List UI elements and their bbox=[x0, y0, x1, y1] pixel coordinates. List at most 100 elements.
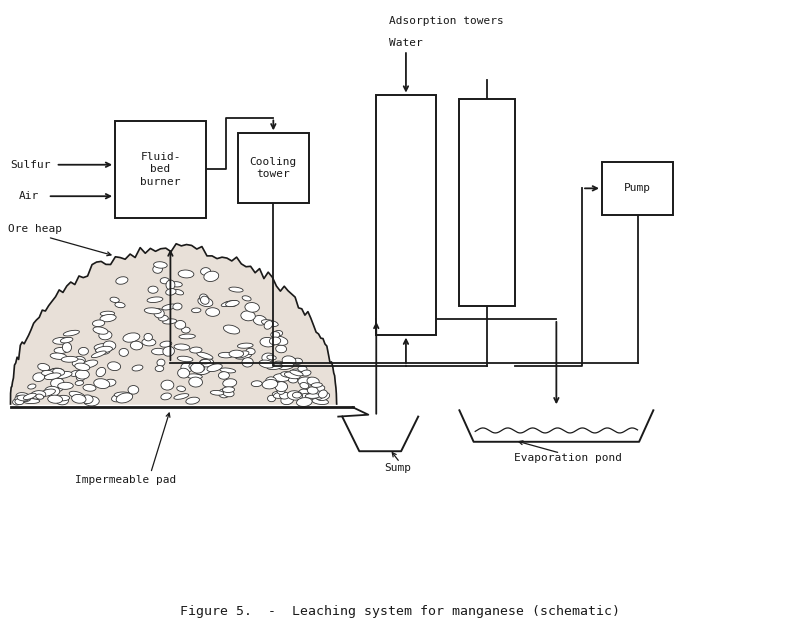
Bar bbox=[459, 99, 514, 306]
Ellipse shape bbox=[218, 352, 234, 358]
Ellipse shape bbox=[83, 396, 99, 406]
Ellipse shape bbox=[72, 359, 85, 367]
Ellipse shape bbox=[93, 327, 108, 334]
Ellipse shape bbox=[45, 387, 60, 396]
Ellipse shape bbox=[155, 366, 164, 371]
Ellipse shape bbox=[100, 311, 114, 316]
Ellipse shape bbox=[162, 304, 177, 310]
Ellipse shape bbox=[274, 330, 282, 336]
Ellipse shape bbox=[242, 358, 254, 367]
Ellipse shape bbox=[287, 390, 302, 400]
Ellipse shape bbox=[275, 382, 287, 392]
Text: Recycle: Recycle bbox=[384, 304, 431, 314]
Ellipse shape bbox=[119, 348, 129, 357]
Ellipse shape bbox=[104, 379, 116, 387]
Ellipse shape bbox=[15, 396, 24, 402]
Ellipse shape bbox=[278, 362, 294, 369]
Ellipse shape bbox=[272, 336, 288, 345]
Ellipse shape bbox=[154, 262, 167, 268]
Text: Sump: Sump bbox=[384, 463, 411, 473]
Ellipse shape bbox=[204, 271, 218, 281]
Ellipse shape bbox=[33, 373, 45, 382]
Ellipse shape bbox=[62, 343, 71, 352]
Ellipse shape bbox=[210, 390, 224, 395]
Ellipse shape bbox=[218, 389, 230, 398]
Ellipse shape bbox=[299, 393, 312, 399]
Ellipse shape bbox=[206, 308, 220, 316]
Ellipse shape bbox=[276, 345, 286, 353]
Ellipse shape bbox=[63, 330, 79, 336]
Ellipse shape bbox=[282, 356, 296, 366]
Ellipse shape bbox=[15, 399, 24, 404]
Ellipse shape bbox=[114, 392, 130, 397]
Ellipse shape bbox=[223, 390, 234, 397]
Ellipse shape bbox=[270, 332, 280, 338]
Ellipse shape bbox=[178, 356, 193, 362]
Ellipse shape bbox=[315, 385, 325, 392]
Ellipse shape bbox=[245, 302, 259, 312]
Ellipse shape bbox=[246, 348, 255, 355]
Text: Air: Air bbox=[18, 191, 38, 201]
Ellipse shape bbox=[163, 346, 174, 356]
Ellipse shape bbox=[82, 360, 98, 367]
Polygon shape bbox=[10, 244, 337, 404]
Ellipse shape bbox=[182, 327, 190, 333]
Ellipse shape bbox=[38, 364, 50, 371]
Ellipse shape bbox=[74, 363, 90, 371]
Ellipse shape bbox=[69, 391, 85, 399]
Ellipse shape bbox=[274, 392, 287, 398]
Ellipse shape bbox=[50, 387, 63, 392]
Ellipse shape bbox=[58, 382, 74, 389]
Ellipse shape bbox=[70, 370, 82, 376]
Ellipse shape bbox=[229, 287, 243, 292]
Ellipse shape bbox=[229, 350, 244, 357]
Ellipse shape bbox=[241, 311, 255, 321]
Ellipse shape bbox=[83, 385, 96, 391]
Ellipse shape bbox=[242, 296, 251, 301]
Ellipse shape bbox=[187, 374, 202, 379]
Ellipse shape bbox=[318, 394, 327, 401]
Ellipse shape bbox=[50, 353, 66, 359]
Ellipse shape bbox=[199, 359, 214, 367]
Ellipse shape bbox=[178, 368, 190, 378]
Ellipse shape bbox=[36, 394, 44, 399]
Ellipse shape bbox=[316, 392, 330, 401]
Ellipse shape bbox=[226, 300, 239, 307]
Ellipse shape bbox=[174, 290, 183, 295]
Text: Cooling
tower: Cooling tower bbox=[250, 157, 297, 179]
Ellipse shape bbox=[307, 387, 318, 394]
Ellipse shape bbox=[251, 381, 262, 387]
Ellipse shape bbox=[273, 361, 283, 367]
Ellipse shape bbox=[190, 363, 204, 373]
Ellipse shape bbox=[166, 288, 176, 295]
Ellipse shape bbox=[262, 353, 274, 362]
Ellipse shape bbox=[222, 300, 238, 307]
Ellipse shape bbox=[115, 302, 125, 308]
Ellipse shape bbox=[178, 270, 194, 278]
Ellipse shape bbox=[260, 338, 275, 347]
Bar bbox=[376, 96, 436, 335]
Ellipse shape bbox=[201, 296, 209, 304]
Bar bbox=[602, 161, 673, 215]
Ellipse shape bbox=[28, 384, 36, 389]
Ellipse shape bbox=[181, 362, 193, 372]
Ellipse shape bbox=[290, 370, 303, 376]
Ellipse shape bbox=[53, 338, 70, 345]
Ellipse shape bbox=[50, 368, 64, 376]
Ellipse shape bbox=[199, 294, 209, 302]
Ellipse shape bbox=[74, 357, 86, 364]
Ellipse shape bbox=[16, 392, 31, 402]
Ellipse shape bbox=[103, 341, 116, 350]
Ellipse shape bbox=[264, 320, 273, 329]
Ellipse shape bbox=[91, 351, 106, 358]
Ellipse shape bbox=[273, 373, 290, 382]
Ellipse shape bbox=[116, 277, 128, 285]
Ellipse shape bbox=[222, 387, 234, 392]
Ellipse shape bbox=[267, 396, 275, 402]
Ellipse shape bbox=[48, 395, 62, 403]
Text: Adsorption towers: Adsorption towers bbox=[389, 16, 504, 26]
Ellipse shape bbox=[238, 343, 253, 348]
Ellipse shape bbox=[277, 387, 285, 394]
Ellipse shape bbox=[162, 319, 177, 324]
Ellipse shape bbox=[285, 372, 300, 379]
